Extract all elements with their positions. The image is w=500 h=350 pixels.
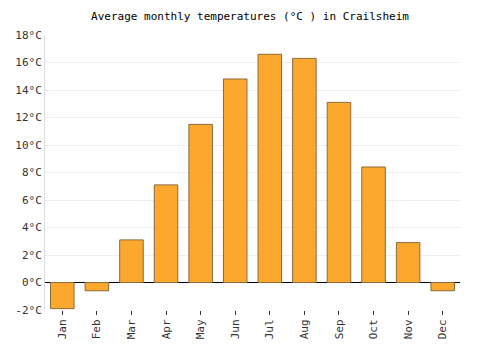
svg-text:0°C: 0°C — [22, 276, 42, 289]
svg-text:May: May — [194, 319, 207, 339]
svg-text:6°C: 6°C — [22, 194, 42, 207]
svg-text:Sep: Sep — [333, 319, 346, 339]
svg-text:Oct: Oct — [367, 319, 380, 339]
svg-text:Feb: Feb — [90, 319, 103, 339]
svg-text:8°C: 8°C — [22, 166, 42, 179]
svg-text:16°C: 16°C — [15, 56, 42, 69]
svg-text:Jul: Jul — [263, 319, 276, 339]
svg-text:Jun: Jun — [229, 319, 242, 339]
svg-text:Aug: Aug — [298, 319, 311, 339]
svg-text:-2°C: -2°C — [15, 304, 42, 317]
svg-text:18°C: 18°C — [15, 29, 42, 42]
svg-text:Nov: Nov — [402, 319, 415, 339]
svg-text:4°C: 4°C — [22, 221, 42, 234]
svg-text:Apr: Apr — [160, 319, 173, 339]
svg-text:Mar: Mar — [125, 319, 138, 339]
svg-text:14°C: 14°C — [15, 84, 42, 97]
svg-text:12°C: 12°C — [15, 111, 42, 124]
svg-text:10°C: 10°C — [15, 139, 42, 152]
svg-text:Dec: Dec — [436, 319, 449, 339]
svg-text:Average monthly temperatures (: Average monthly temperatures (°C ) in Cr… — [91, 10, 409, 23]
svg-text:2°C: 2°C — [22, 249, 42, 262]
svg-text:Jan: Jan — [56, 319, 69, 339]
